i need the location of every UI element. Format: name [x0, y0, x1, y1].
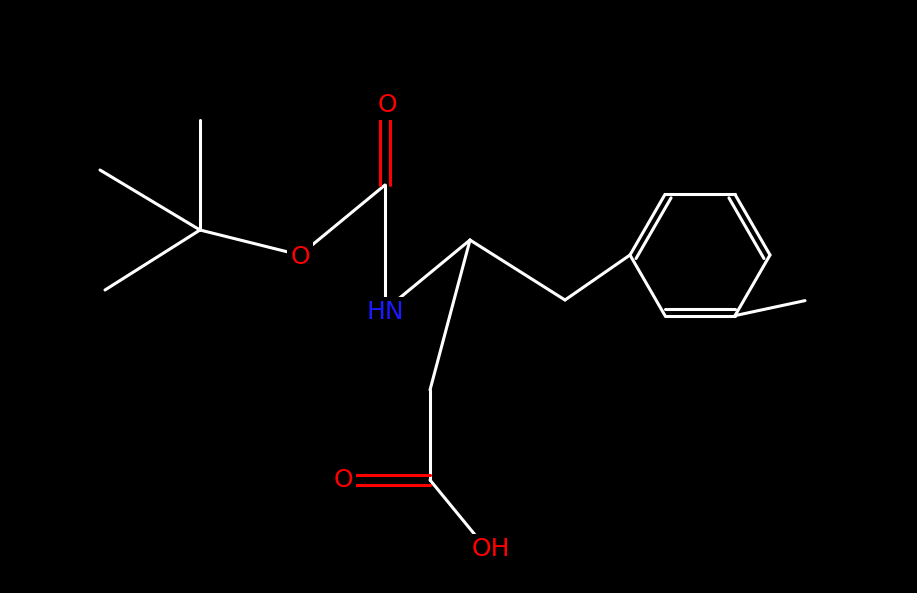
Text: O: O — [377, 93, 397, 117]
Text: HN: HN — [366, 300, 403, 324]
Text: OH: OH — [471, 537, 510, 561]
Text: O: O — [333, 468, 353, 492]
Text: O: O — [290, 245, 310, 269]
